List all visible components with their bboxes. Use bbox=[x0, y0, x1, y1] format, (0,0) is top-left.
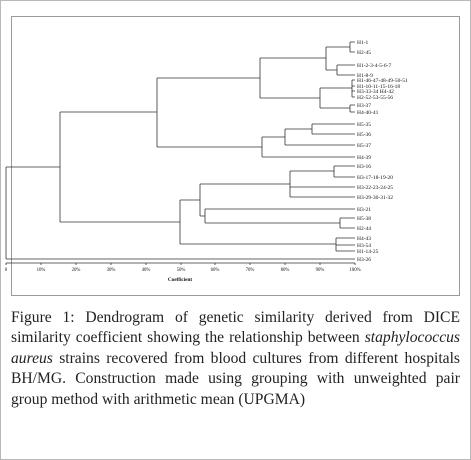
tick-label: 100% bbox=[349, 268, 360, 273]
leaf-label: H4-43 bbox=[357, 236, 371, 242]
tick-label: 40% bbox=[142, 268, 151, 273]
figure-caption: Figure 1: Dendrogram of genetic similari… bbox=[11, 308, 460, 410]
leaf-label: H1-1 bbox=[357, 40, 369, 46]
leaf-label: H2-52-53-55-56 bbox=[357, 95, 393, 101]
caption-label: Figure 1 bbox=[11, 309, 71, 326]
dendrogram-plot: H1-1 H2-45 H1-2-3-4-5-6-7 H1-8-9 H1-46-4… bbox=[5, 40, 408, 283]
caption-text-1: : Dendrogram of genetic similarity deriv… bbox=[11, 309, 460, 347]
leaf-label: H3-54 bbox=[357, 243, 371, 249]
leaf-label: H1-14-25 bbox=[357, 249, 379, 255]
dendrogram-figure bbox=[11, 16, 460, 296]
dendrogram-tree bbox=[5, 41, 356, 265]
tick-label: 20% bbox=[72, 268, 81, 273]
tick-label: 0 bbox=[5, 268, 8, 273]
leaf-label: H1-2-3-4-5-6-7 bbox=[357, 63, 391, 69]
leaf-label: H5-38 bbox=[357, 216, 371, 222]
tick-label: 50% bbox=[177, 268, 186, 273]
leaf-label: H5-37 bbox=[357, 143, 371, 149]
leaf-label: H3-22-23-24-25 bbox=[357, 185, 393, 191]
leaf-label: H5-35 bbox=[357, 122, 371, 128]
leaf-label: H2-45 bbox=[357, 50, 371, 56]
axis-label: Coefficient bbox=[168, 277, 192, 283]
leaf-label: H3-37 bbox=[357, 103, 371, 109]
caption-text-2: strains recovered from blood cultures fr… bbox=[11, 349, 460, 408]
tick-label: 10% bbox=[37, 268, 46, 273]
leaf-label: H1-8-9 bbox=[357, 73, 373, 79]
leaf-labels: H1-1 H2-45 H1-2-3-4-5-6-7 H1-8-9 H1-46-4… bbox=[357, 40, 408, 263]
tick-label: 80% bbox=[281, 268, 290, 273]
leaf-label: H3-29-30-31-32 bbox=[357, 195, 393, 201]
caption-species: staphylococcus aureus bbox=[11, 329, 460, 367]
axis-ticks: 0 10% 20% 30% 40% 50% 60% 70% 80% 90% 10… bbox=[5, 268, 361, 273]
tick-label: 30% bbox=[107, 268, 116, 273]
leaf-label: H1-46-47-48-49-50-51 bbox=[357, 78, 408, 84]
leaf-label: H1-10-11-15-16-18 bbox=[357, 84, 400, 90]
leaf-label: H3-17-18-19-20 bbox=[357, 175, 393, 181]
leaf-label: H2-44 bbox=[357, 226, 371, 232]
leaf-label: H4-40-41 bbox=[357, 110, 379, 116]
leaf-label: H3-16 bbox=[357, 164, 371, 170]
leaf-label: H5-36 bbox=[357, 132, 371, 138]
leaf-label: H3-21 bbox=[357, 207, 371, 213]
leaf-label: H3-33-34 H4-42 bbox=[357, 89, 394, 95]
leaf-label: H4-39 bbox=[357, 155, 371, 161]
tick-label: 70% bbox=[246, 268, 255, 273]
tick-label: 90% bbox=[316, 268, 325, 273]
tick-label: 60% bbox=[211, 268, 220, 273]
leaf-label: H3-26 bbox=[357, 257, 371, 263]
